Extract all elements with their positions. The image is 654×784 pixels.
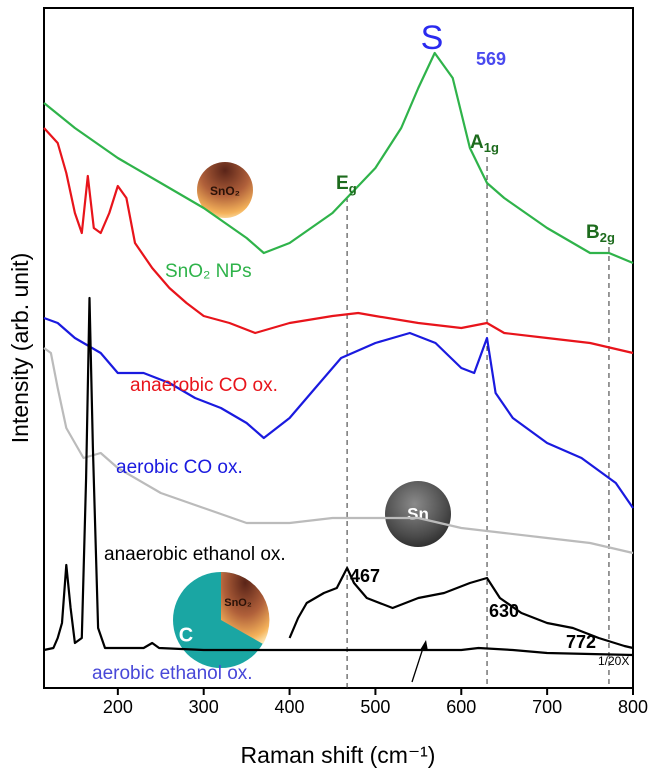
x-tick-label: 300 <box>189 697 219 717</box>
series-line <box>43 316 634 509</box>
x-tick-label: 600 <box>446 697 476 717</box>
series-line <box>43 296 634 657</box>
series-line <box>43 347 634 555</box>
pie-label: SnO₂ <box>224 597 252 609</box>
series-label: anaerobic ethanol ox. <box>104 544 286 565</box>
x-tick-label: 800 <box>618 697 648 717</box>
x-tick-label: 500 <box>360 697 390 717</box>
arrow <box>411 644 425 683</box>
mode-subscript: 2g <box>600 230 615 245</box>
peak-label: 772 <box>566 632 596 652</box>
peak-label: 467 <box>350 566 380 586</box>
mode-symbol: B <box>586 222 600 243</box>
scale-note: 1/20X <box>598 654 629 668</box>
series-label: aerobic ethanol ox. <box>92 663 253 684</box>
series-label: anaerobic CO ox. <box>130 375 278 396</box>
mode-symbol: A <box>470 132 484 153</box>
s-marker: S <box>421 19 444 57</box>
peak-label: 630 <box>489 601 519 621</box>
x-tick-label: 700 <box>532 697 562 717</box>
series-line <box>43 51 634 265</box>
mode-label: Eg <box>336 173 357 196</box>
sn-particle <box>385 481 451 547</box>
series-line <box>43 127 634 355</box>
mode-subscript: g <box>349 181 357 196</box>
y-axis-label: Intensity (arb. unit) <box>7 253 33 443</box>
mode-symbol: E <box>336 173 349 194</box>
arrowhead <box>420 640 428 651</box>
series-line <box>288 566 634 650</box>
series-label: aerobic CO ox. <box>116 457 243 478</box>
x-tick-label: 200 <box>103 697 133 717</box>
mode-label: A1g <box>470 132 499 155</box>
x-axis-label: Raman shift (cm⁻¹) <box>241 742 436 768</box>
sno2-particle <box>197 162 253 218</box>
sno2-slice <box>221 571 270 644</box>
mode-label: B2g <box>586 222 615 245</box>
peak-label: 569 <box>476 49 506 69</box>
pie-label: C <box>179 624 193 646</box>
mode-subscript: 1g <box>484 140 499 155</box>
particle-label: SnO₂ <box>210 184 240 198</box>
series-label: SnO₂ NPs <box>165 261 252 282</box>
x-tick-label: 400 <box>275 697 305 717</box>
